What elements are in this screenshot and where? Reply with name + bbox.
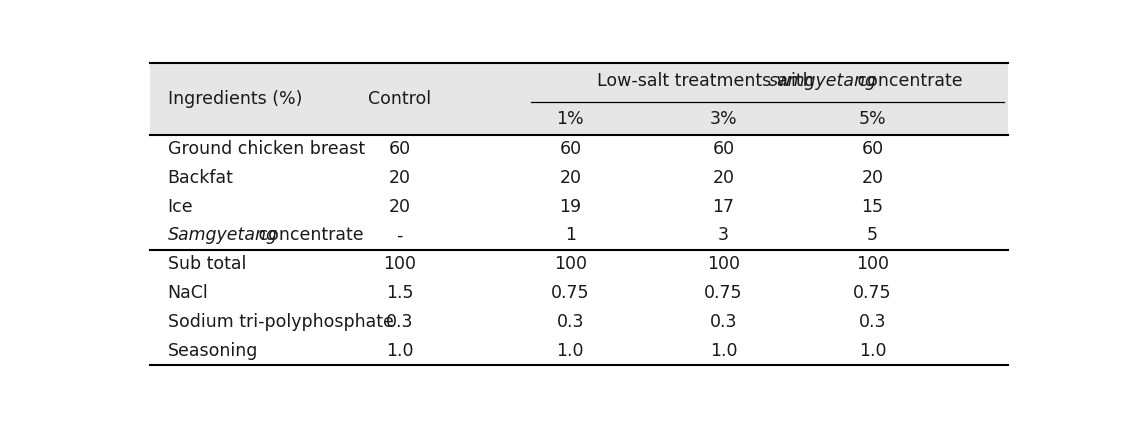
Text: 15: 15: [861, 198, 884, 216]
Text: Backfat: Backfat: [167, 169, 234, 187]
Text: 1.0: 1.0: [557, 341, 584, 360]
Text: 60: 60: [559, 140, 582, 158]
Text: NaCl: NaCl: [167, 284, 208, 302]
Text: 60: 60: [713, 140, 734, 158]
Text: samgyetang: samgyetang: [768, 72, 877, 91]
Text: 100: 100: [554, 255, 586, 273]
Text: 0.75: 0.75: [551, 284, 590, 302]
Text: 1.5: 1.5: [385, 284, 414, 302]
Text: 0.3: 0.3: [385, 313, 414, 331]
Text: 1.0: 1.0: [710, 341, 738, 360]
Text: Control: Control: [368, 90, 432, 108]
Text: Sub total: Sub total: [167, 255, 246, 273]
Text: concentrate: concentrate: [253, 226, 364, 245]
Text: 0.3: 0.3: [710, 313, 738, 331]
Text: 1: 1: [565, 226, 576, 245]
Text: 20: 20: [389, 169, 410, 187]
Text: 100: 100: [383, 255, 416, 273]
Text: 20: 20: [559, 169, 581, 187]
Text: 20: 20: [713, 169, 734, 187]
Text: 0.3: 0.3: [557, 313, 584, 331]
Text: 20: 20: [389, 198, 410, 216]
Text: 0.75: 0.75: [853, 284, 892, 302]
Text: 3: 3: [719, 226, 729, 245]
Text: -: -: [397, 226, 402, 245]
Text: 5: 5: [867, 226, 878, 245]
Text: 20: 20: [861, 169, 884, 187]
Text: 1%: 1%: [557, 110, 584, 128]
Text: 100: 100: [707, 255, 740, 273]
Text: 3%: 3%: [710, 110, 738, 128]
Text: Sodium tri-polyphosphate: Sodium tri-polyphosphate: [167, 313, 393, 331]
Text: 100: 100: [857, 255, 889, 273]
Text: 19: 19: [559, 198, 582, 216]
Text: 17: 17: [713, 198, 734, 216]
Text: 5%: 5%: [859, 110, 886, 128]
Text: Ingredients (%): Ingredients (%): [167, 90, 302, 108]
Text: Ice: Ice: [167, 198, 193, 216]
Text: 1.0: 1.0: [385, 341, 414, 360]
Text: Samgyetang: Samgyetang: [167, 226, 278, 245]
Text: 60: 60: [389, 140, 410, 158]
Bar: [150, 64, 1008, 135]
Text: 60: 60: [861, 140, 884, 158]
Text: Seasoning: Seasoning: [167, 341, 258, 360]
Text: 0.3: 0.3: [859, 313, 886, 331]
Text: 1.0: 1.0: [859, 341, 886, 360]
Text: concentrate: concentrate: [852, 72, 963, 91]
Text: Low-salt treatments with: Low-salt treatments with: [597, 72, 819, 91]
Text: 0.75: 0.75: [704, 284, 742, 302]
Text: Ground chicken breast: Ground chicken breast: [167, 140, 365, 158]
